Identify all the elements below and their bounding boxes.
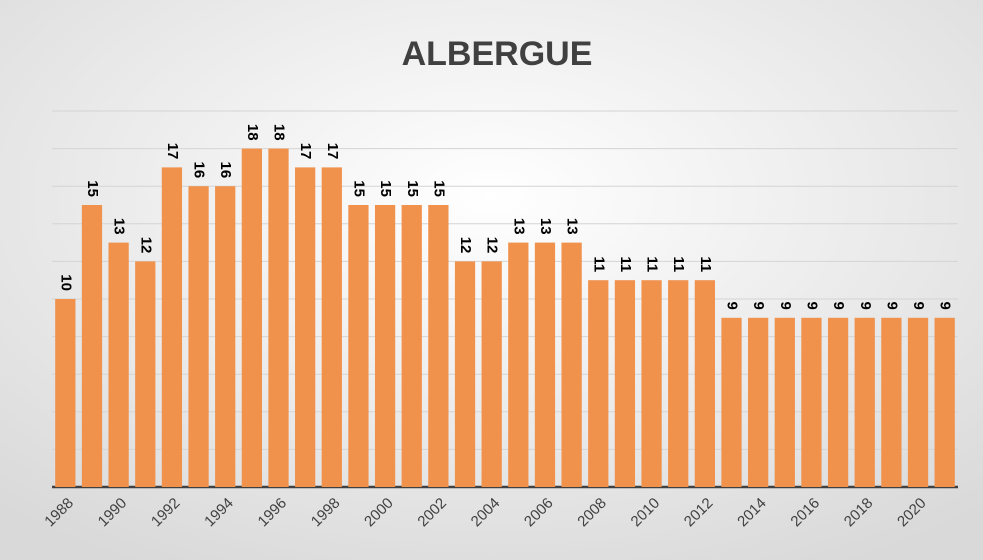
data-label: 9	[857, 301, 874, 309]
bar	[694, 280, 715, 487]
bar	[508, 242, 529, 487]
bar	[774, 317, 795, 487]
data-label: 9	[910, 301, 927, 309]
bar	[454, 261, 476, 487]
bar	[161, 167, 183, 487]
data-label: 17	[164, 143, 181, 160]
data-label: 15	[350, 180, 367, 197]
bar	[295, 167, 316, 487]
data-label: 11	[670, 256, 687, 272]
bar	[428, 205, 449, 487]
bar	[268, 148, 289, 487]
data-label: 13	[510, 218, 527, 235]
data-label: 9	[830, 301, 847, 309]
data-label: 15	[430, 180, 447, 197]
data-label: 9	[803, 301, 820, 309]
data-label: 17	[297, 143, 314, 160]
bar	[668, 280, 689, 487]
bar	[321, 167, 342, 487]
bar	[481, 261, 502, 487]
data-label: 15	[84, 180, 101, 197]
data-label: 15	[404, 180, 421, 197]
data-label: 12	[484, 237, 501, 254]
bar	[108, 242, 129, 487]
bar	[348, 205, 369, 487]
data-label: 16	[191, 162, 208, 179]
data-label: 17	[324, 143, 341, 160]
data-label: 9	[937, 301, 954, 309]
data-label: 15	[377, 180, 394, 197]
bar	[215, 186, 236, 487]
bar	[188, 186, 209, 487]
bar	[881, 317, 902, 487]
data-label: 9	[724, 301, 741, 309]
data-label: 9	[777, 301, 794, 309]
bar	[241, 148, 262, 487]
bar	[81, 205, 103, 487]
bar	[748, 317, 769, 487]
bar	[135, 261, 156, 487]
data-label: 10	[57, 274, 74, 291]
bar	[534, 242, 556, 487]
data-label: 9	[750, 301, 767, 309]
data-label: 16	[217, 162, 234, 179]
data-label: 9	[883, 301, 900, 309]
bar	[721, 317, 742, 487]
bar	[801, 317, 822, 487]
bar	[907, 317, 929, 487]
bar	[588, 280, 609, 487]
chart-title: ALBERGUE	[402, 35, 593, 73]
data-label: 11	[590, 256, 607, 272]
bar	[374, 205, 396, 487]
bar	[614, 280, 636, 487]
bar	[854, 317, 875, 487]
data-label: 13	[111, 218, 128, 235]
data-label: 13	[564, 218, 581, 235]
bar	[641, 280, 662, 487]
bar	[55, 299, 76, 487]
data-label: 18	[271, 124, 288, 141]
bar	[561, 242, 582, 487]
data-label: 18	[244, 124, 261, 141]
data-label: 11	[697, 256, 714, 272]
data-label: 11	[644, 256, 661, 272]
bar	[827, 317, 849, 487]
bar	[934, 317, 955, 487]
data-label: 12	[457, 237, 474, 254]
data-label: 12	[137, 237, 154, 254]
bar	[401, 205, 422, 487]
data-label: 13	[537, 218, 554, 235]
data-label: 11	[617, 256, 634, 272]
